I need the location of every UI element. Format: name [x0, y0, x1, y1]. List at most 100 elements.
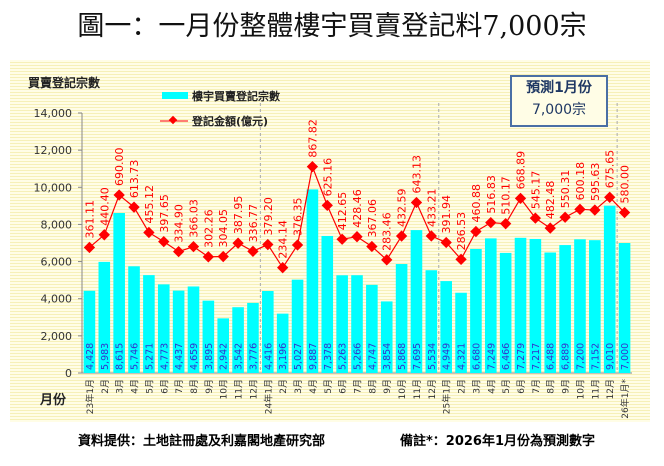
bar-label: 5,027	[293, 343, 304, 370]
line-label: 391.94	[440, 195, 453, 234]
line-marker	[604, 191, 616, 203]
bar	[618, 243, 631, 373]
x-tick-label: 12月	[605, 379, 616, 399]
bar-label: 4,949	[442, 343, 453, 370]
line-marker	[187, 240, 200, 253]
x-tick-label: 3月	[293, 379, 304, 394]
bar-label: 4,416	[263, 343, 274, 370]
bar	[291, 279, 304, 373]
bar	[455, 292, 467, 373]
x-tick-label: 8月	[546, 379, 557, 394]
line-marker	[574, 203, 586, 215]
line-marker	[410, 196, 423, 209]
bar-label: 6,466	[501, 343, 512, 370]
line-marker	[172, 245, 185, 258]
bar-label: 2,942	[219, 343, 230, 370]
line-label: 397.65	[158, 194, 171, 233]
x-tick-label: 3月	[471, 379, 482, 394]
bar	[574, 239, 586, 373]
line-marker	[247, 245, 259, 257]
line-label: 440.40	[98, 187, 111, 226]
x-tick-label: 2月	[100, 379, 111, 394]
line-label: 580.00	[619, 165, 632, 204]
line-marker	[351, 231, 363, 243]
line-marker	[158, 235, 170, 248]
bar	[559, 245, 571, 373]
x-tick-label: 25年1月	[441, 379, 453, 414]
bar-label: 5,746	[130, 343, 141, 370]
y-tick-label: 4,000	[41, 293, 73, 306]
x-tick-label: 10月	[575, 379, 586, 399]
bar-label: 3,895	[204, 343, 215, 370]
line-marker	[291, 239, 304, 251]
x-axis-title: 月份	[39, 392, 67, 408]
bar	[306, 189, 319, 373]
line-label: 625.16	[321, 158, 334, 197]
legend-bar-swatch	[162, 92, 188, 99]
line-label: 286.53	[455, 212, 468, 251]
line-marker	[321, 199, 333, 212]
bar-label: 8,615	[115, 343, 126, 370]
x-tick-label: 7月	[531, 379, 542, 394]
line-label: 433.21	[425, 188, 438, 227]
bar	[395, 264, 408, 373]
line-label: 283.46	[381, 212, 394, 251]
y-axis-title: 買賣登記宗數	[28, 75, 100, 90]
line-marker	[529, 212, 542, 224]
line-marker	[589, 204, 601, 216]
bar	[351, 275, 363, 373]
bar-label: 7,378	[323, 343, 334, 370]
x-tick-label: 6月	[159, 379, 170, 394]
forecast-line1: 預測1月份	[526, 80, 592, 96]
bar-label: 7,000	[620, 343, 631, 370]
bar	[380, 301, 393, 373]
line-label: 428.46	[351, 189, 364, 228]
x-tick-label: 5月	[144, 379, 155, 394]
line-marker	[559, 211, 571, 223]
line-label: 366.03	[187, 199, 200, 238]
bar-label: 3,854	[382, 343, 393, 370]
line-label: 595.63	[589, 163, 602, 202]
bar-label: 6,680	[471, 343, 482, 370]
x-tick-label: 2月	[457, 379, 468, 394]
bar	[603, 205, 616, 373]
bar	[336, 275, 348, 373]
x-tick-label: 4月	[308, 379, 319, 394]
bar	[232, 307, 244, 373]
bar	[217, 318, 230, 373]
bar-label: 7,249	[486, 343, 497, 370]
line-marker	[366, 240, 378, 253]
line-label: 334.90	[173, 204, 186, 243]
bar-label: 9,010	[605, 343, 616, 370]
line-label: 668.89	[515, 151, 528, 190]
x-tick-label: 7月	[353, 379, 364, 394]
bar-label: 3,196	[278, 343, 289, 370]
bar	[128, 266, 140, 373]
bar-label: 5,266	[353, 343, 364, 370]
bar	[514, 237, 527, 373]
x-tick-label: 6月	[516, 379, 527, 394]
y-tick-label: 2,000	[41, 330, 73, 343]
bar-label: 5,271	[144, 343, 155, 370]
bar	[470, 248, 482, 373]
x-tick-label: 23年1月	[84, 379, 96, 414]
line-label: 643.13	[410, 155, 423, 194]
bar	[321, 235, 334, 373]
x-tick-label: 7月	[174, 379, 185, 394]
line-label: 600.18	[574, 162, 587, 201]
forecast-box: 預測1月份 7,000宗	[510, 75, 608, 127]
bar-label: 3,776	[248, 343, 259, 370]
bar-label: 4,659	[189, 343, 200, 370]
legend-bar-label: 樓宇買賣登記宗數	[192, 89, 280, 103]
chart-title: 圖一：一月份整體樓宇買賣登記料7,000宗	[77, 11, 587, 42]
x-tick-label: 2月	[278, 379, 289, 394]
line-label: 234.14	[277, 220, 290, 259]
x-tick-label: 9月	[382, 379, 393, 394]
bar-label: 5,263	[338, 343, 349, 370]
bar	[366, 284, 378, 373]
bar	[276, 313, 289, 373]
bar	[157, 284, 170, 373]
x-tick-label: 10月	[397, 379, 408, 399]
bar-label: 4,321	[457, 343, 468, 370]
